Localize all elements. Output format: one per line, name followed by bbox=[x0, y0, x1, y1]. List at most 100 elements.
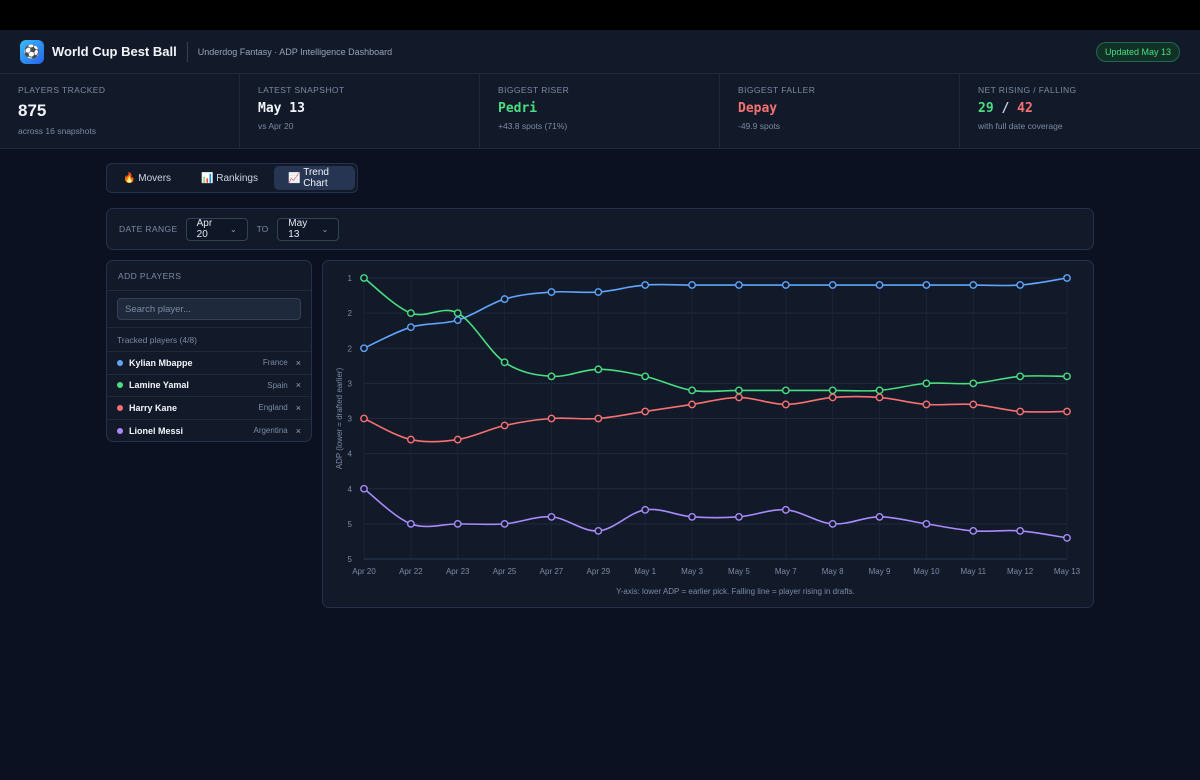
data-point bbox=[406, 309, 415, 318]
date-to-label: TO bbox=[256, 224, 269, 234]
x-tick-label: Apr 27 bbox=[540, 567, 564, 576]
data-point bbox=[547, 372, 556, 381]
header-divider bbox=[186, 41, 188, 62]
data-point bbox=[735, 281, 743, 289]
data-point bbox=[969, 400, 978, 409]
data-point bbox=[641, 372, 650, 381]
stat-value: 875 bbox=[18, 101, 47, 120]
data-point bbox=[828, 281, 837, 289]
y-tick-label: 5 bbox=[348, 555, 353, 564]
data-point bbox=[735, 386, 743, 395]
data-point bbox=[688, 281, 696, 289]
data-point bbox=[875, 393, 884, 402]
y-tick-label: 2 bbox=[348, 344, 353, 353]
stats-bar: PLAYERS TRACKED 875 across 16 snapshots … bbox=[0, 74, 1200, 149]
tab-rankings[interactable]: 📊 Rankings bbox=[187, 166, 272, 190]
data-point bbox=[360, 274, 368, 282]
data-point bbox=[828, 393, 837, 402]
stat-biggest-riser: BIGGEST RISER Pedri +43.8 spots (71%) bbox=[480, 74, 720, 148]
soccer-ball-icon: ⚽ bbox=[20, 39, 44, 64]
stat-label: PLAYERS TRACKED bbox=[18, 85, 106, 95]
data-point bbox=[922, 379, 931, 388]
data-point bbox=[1063, 407, 1071, 416]
player-name: Lionel Messi bbox=[129, 425, 184, 436]
stat-sub: vs Apr 20 bbox=[258, 121, 294, 131]
player-name: Harry Kane bbox=[129, 402, 178, 413]
add-players-panel: ADD PLAYERS Tracked players (4/8) Kylian… bbox=[106, 260, 312, 442]
data-point bbox=[500, 358, 509, 367]
series-line bbox=[363, 488, 1068, 539]
stat-value: 29 / 42 bbox=[978, 101, 1182, 116]
data-point bbox=[360, 414, 368, 423]
app-subtitle: Underdog Fantasy · ADP Intelligence Dash… bbox=[197, 46, 393, 57]
data-point bbox=[1016, 407, 1025, 416]
x-tick-label: May 5 bbox=[728, 567, 750, 576]
date-to-select[interactable]: May 13 ⌄ bbox=[277, 217, 340, 241]
x-tick-label: May 12 bbox=[1007, 567, 1034, 576]
remove-player-icon[interactable]: × bbox=[295, 380, 301, 391]
data-point bbox=[547, 288, 556, 296]
remove-player-icon[interactable]: × bbox=[295, 402, 301, 413]
player-country: Argentina bbox=[253, 426, 288, 436]
remove-player-icon[interactable]: × bbox=[295, 357, 301, 368]
remove-player-icon[interactable]: × bbox=[295, 425, 301, 436]
x-tick-label: May 10 bbox=[913, 567, 940, 576]
player-color-dot bbox=[117, 359, 123, 366]
data-point bbox=[828, 519, 837, 528]
stat-biggest-faller: BIGGEST FALLER Depay -49.9 spots bbox=[720, 74, 960, 148]
trend-chart: 1 2 2 3 3 4 4 5 5 Apr 20 Apr 22 Apr 23 Apr 25 Apr 27 A… bbox=[335, 274, 1081, 596]
tracked-player-row: Lionel Messi Argentina × bbox=[107, 420, 311, 443]
player-name: Lamine Yamal bbox=[129, 380, 189, 391]
tracked-players-label: Tracked players (4/8) bbox=[107, 328, 311, 352]
data-point bbox=[875, 512, 884, 521]
data-point bbox=[594, 526, 603, 535]
data-point bbox=[688, 512, 696, 521]
data-point bbox=[969, 526, 978, 535]
data-point bbox=[875, 281, 884, 289]
data-point bbox=[1016, 372, 1025, 381]
tracked-player-row: Lamine Yamal Spain × bbox=[107, 375, 311, 397]
tracked-player-row: Harry Kane England × bbox=[107, 397, 311, 420]
x-tick-label: Apr 23 bbox=[446, 567, 470, 576]
stat-label: BIGGEST FALLER bbox=[738, 85, 816, 95]
x-tick-label: May 7 bbox=[775, 567, 797, 576]
data-point bbox=[406, 323, 415, 332]
stat-sub: with full date coverage bbox=[978, 121, 1063, 131]
data-point bbox=[922, 281, 931, 289]
net-falling-value: 42 bbox=[1017, 101, 1033, 116]
tab-movers[interactable]: 🔥 Movers bbox=[109, 166, 185, 190]
data-point bbox=[735, 512, 743, 521]
y-tick-label: 3 bbox=[348, 415, 353, 424]
y-tick-label: 3 bbox=[348, 379, 353, 388]
y-tick-label: 4 bbox=[348, 485, 353, 494]
panel-title: ADD PLAYERS bbox=[107, 261, 311, 291]
data-point bbox=[781, 386, 790, 395]
y-tick-label: 4 bbox=[348, 450, 353, 459]
trend-chart-panel: 1 2 2 3 3 4 4 5 5 Apr 20 Apr 22 Apr 23 Apr 25 Apr 27 A… bbox=[322, 260, 1094, 608]
x-tick-label: May 8 bbox=[822, 567, 844, 576]
tab-trend-chart[interactable]: 📈 Trend Chart bbox=[273, 166, 355, 190]
date-to-value: May 13 bbox=[288, 218, 308, 240]
trend-chart-icon: 📈 bbox=[287, 172, 301, 184]
chevron-down-icon: ⌄ bbox=[229, 224, 237, 234]
player-search-input[interactable] bbox=[117, 298, 301, 320]
chevron-down-icon: ⌄ bbox=[321, 224, 329, 234]
data-point bbox=[781, 281, 790, 289]
app-header: ⚽ World Cup Best Ball Underdog Fantasy ·… bbox=[0, 30, 1200, 74]
data-point bbox=[1063, 372, 1071, 381]
window-top-bar bbox=[0, 0, 1200, 30]
date-from-select[interactable]: Apr 20 ⌄ bbox=[185, 217, 248, 241]
data-point bbox=[360, 484, 368, 493]
data-point bbox=[406, 519, 415, 528]
stat-value: Depay bbox=[738, 101, 778, 116]
player-country: Spain bbox=[267, 380, 288, 390]
fire-icon: 🔥 bbox=[123, 172, 136, 184]
stat-label: LATEST SNAPSHOT bbox=[258, 85, 345, 95]
tab-label: Movers bbox=[138, 172, 172, 184]
data-point bbox=[781, 505, 790, 514]
x-tick-label: Apr 29 bbox=[587, 567, 611, 576]
data-point bbox=[828, 386, 837, 395]
data-point bbox=[594, 288, 603, 296]
data-point bbox=[688, 386, 696, 395]
data-point bbox=[594, 365, 603, 374]
